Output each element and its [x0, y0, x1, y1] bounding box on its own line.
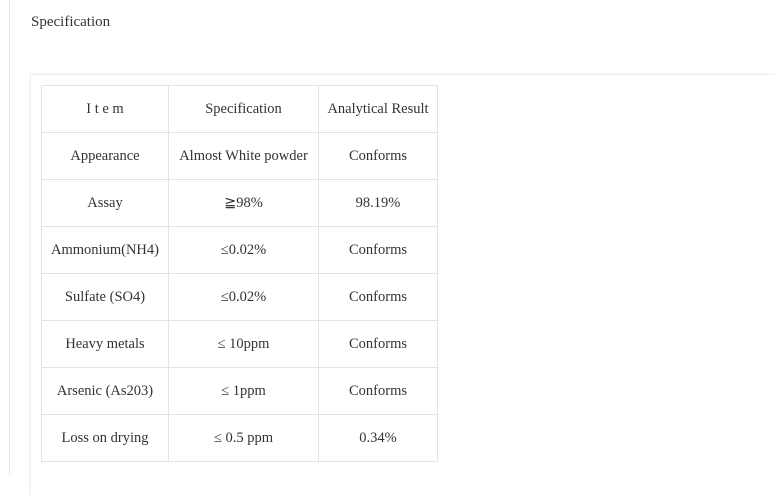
table-cell: ≤ 1ppm: [168, 367, 319, 415]
table-cell: Conforms: [318, 273, 438, 321]
table-cell: Specification: [168, 85, 319, 133]
table-cell: Assay: [41, 179, 169, 227]
table-cell: Conforms: [318, 367, 438, 415]
table-cell: Heavy metals: [41, 320, 169, 368]
table-cell: Sulfate (SO4): [41, 273, 169, 321]
table-cell: Conforms: [318, 226, 438, 274]
left-divider: [9, 0, 10, 475]
table-cell: ≤ 10ppm: [168, 320, 319, 368]
table-cell: 98.19%: [318, 179, 438, 227]
section-title: Specification: [31, 14, 111, 30]
table-cell: Appearance: [41, 132, 169, 180]
table-cell: Conforms: [318, 132, 438, 180]
table-cell: 0.34%: [318, 414, 438, 462]
content-panel: [30, 74, 775, 495]
table-cell: Almost White powder: [168, 132, 319, 180]
table-cell: I t e m: [41, 85, 169, 133]
table-row: Ammonium(NH4) ≤0.02% Conforms: [41, 226, 438, 274]
table-cell: Loss on drying: [41, 414, 169, 462]
table-cell: Ammonium(NH4): [41, 226, 169, 274]
table-row: Heavy metals ≤ 10ppm Conforms: [41, 320, 438, 368]
table-cell: Conforms: [318, 320, 438, 368]
table-header-row: I t e m Specification Analytical Result: [41, 85, 438, 133]
table-row: Sulfate (SO4) ≤0.02% Conforms: [41, 273, 438, 321]
table-cell: Analytical Result: [318, 85, 438, 133]
table-cell: Arsenic (As203): [41, 367, 169, 415]
specification-table: I t e m Specification Analytical Result App…: [41, 85, 438, 462]
table-cell: ≧98%: [168, 179, 319, 227]
table-cell: ≤ 0.5 ppm: [168, 414, 319, 462]
table-row: Appearance Almost White powder Conforms: [41, 132, 438, 180]
table-cell: ≤0.02%: [168, 226, 319, 274]
table-row: Loss on drying ≤ 0.5 ppm 0.34%: [41, 414, 438, 462]
table-cell: ≤0.02%: [168, 273, 319, 321]
table-row: Assay ≧98% 98.19%: [41, 179, 438, 227]
table-row: Arsenic (As203) ≤ 1ppm Conforms: [41, 367, 438, 415]
